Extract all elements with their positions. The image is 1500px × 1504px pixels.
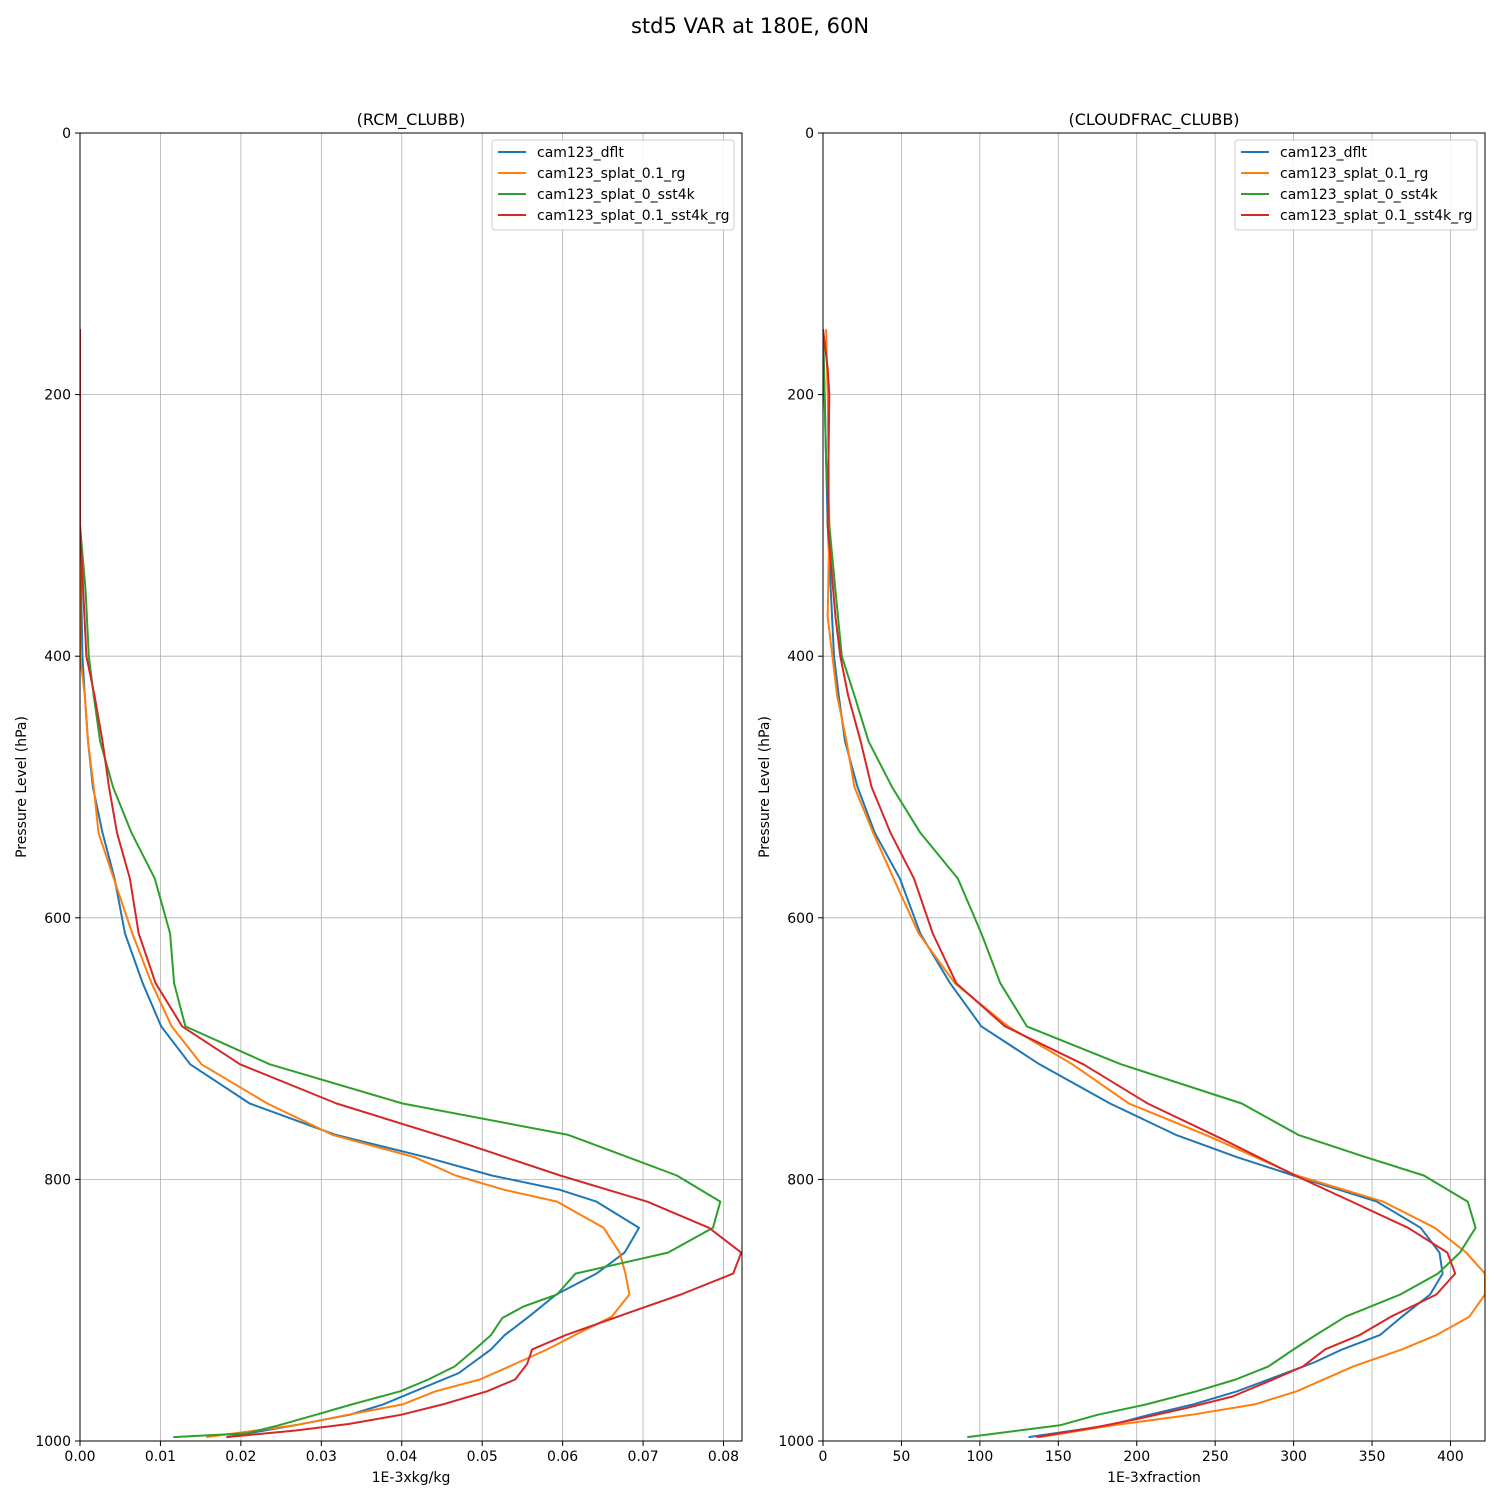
- chart-1-x-tick-label-4: 0.04: [386, 1449, 417, 1465]
- chart-1-y-axis-label: Pressure Level (hPa): [14, 716, 30, 858]
- chart-2-x-tick-label-8: 400: [1437, 1449, 1464, 1465]
- chart-2-legend-label-4: cam123_splat_0.1_sst4k_rg: [1280, 208, 1473, 224]
- chart-2-legend-label-1: cam123_dflt: [1280, 145, 1367, 161]
- chart-1-axes-frame: [79, 132, 743, 1442]
- chart-1-x-tick-label-7: 0.07: [627, 1449, 658, 1465]
- chart-2-x-tick-label-4: 200: [1123, 1449, 1150, 1465]
- chart-2-y-tick-label-4: 800: [787, 1172, 814, 1188]
- chart-1-legend-label-3: cam123_splat_0_sst4k: [537, 187, 696, 203]
- chart-1-legend: cam123_dflt cam123_splat_0.1_rg cam123_spl…: [491, 139, 735, 231]
- chart-1-x-tick-label-0: 0.00: [64, 1449, 95, 1465]
- chart-1-x-tick-label-6: 0.06: [547, 1449, 578, 1465]
- chart-2-y-tick-label-5: 1000: [778, 1434, 814, 1450]
- chart-1-x-tick-label-8: 0.08: [708, 1449, 739, 1465]
- chart-1-y-tick-label-3: 600: [44, 911, 71, 927]
- chart-2: 0 50 100 150 200 250 300 350 400 0 200 400 600 800 100…: [757, 110, 1486, 1486]
- chart-2-x-tick-label-0: 0: [819, 1449, 828, 1465]
- figure-title: std5 VAR at 180E, 60N: [630, 14, 870, 38]
- chart-2-x-tick-label-1: 50: [893, 1449, 911, 1465]
- chart-1-x-tick-label-3: 0.03: [306, 1449, 337, 1465]
- chart-2-y-axis-label: Pressure Level (hPa): [757, 716, 773, 858]
- chart-1-y-tick-label-1: 200: [44, 388, 71, 404]
- chart-2-legend-frame: [1234, 139, 1478, 231]
- chart-1-x-tick-label-1: 0.01: [145, 1449, 176, 1465]
- chart-2-x-tick-label-2: 100: [967, 1449, 994, 1465]
- chart-2-y-tick-label-2: 400: [787, 649, 814, 665]
- chart-2-x-tick-label-3: 150: [1045, 1449, 1072, 1465]
- chart-2-x-axis-label: 1E-3xfraction: [1107, 1470, 1201, 1486]
- chart-1-series-line-3: [80, 329, 722, 1439]
- chart-2-x-tick-label-7: 350: [1359, 1449, 1386, 1465]
- chart-2-y-tick-label-0: 0: [805, 126, 814, 142]
- chart-2-y-tick-label-1: 200: [787, 388, 814, 404]
- chart-2-legend-label-2: cam123_splat_0.1_rg: [1280, 166, 1428, 182]
- chart-1-y-tick-label-4: 800: [44, 1172, 71, 1188]
- chart-1-series-line-1: [80, 329, 640, 1439]
- chart-2-title: (CLOUDFRAC_CLUBB): [1068, 110, 1239, 130]
- chart-1-legend-label-2: cam123_splat_0.1_rg: [537, 166, 685, 182]
- chart-1: 0.00 0.01 0.02 0.03 0.04 0.05 0.06 0.07 0.08 0 200…: [14, 110, 743, 1486]
- chart-2-legend-label-3: cam123_splat_0_sst4k: [1280, 187, 1439, 203]
- chart-2-series-line-2: [825, 329, 1485, 1439]
- chart-1-series-line-2: [80, 329, 631, 1439]
- chart-2-axes-frame: [822, 132, 1486, 1442]
- chart-1-series-line-4: [80, 329, 742, 1439]
- chart-1-y-tick-label-2: 400: [44, 649, 71, 665]
- chart-1-x-tick-label-5: 0.05: [467, 1449, 498, 1465]
- chart-1-x-tick-label-2: 0.02: [225, 1449, 256, 1465]
- chart-2-legend: cam123_dflt cam123_splat_0.1_rg cam123_spl…: [1234, 139, 1478, 231]
- chart-2-series-line-4: [823, 329, 1457, 1439]
- chart-2-x-tick-label-5: 250: [1202, 1449, 1229, 1465]
- chart-1-legend-label-1: cam123_dflt: [537, 145, 624, 161]
- chart-2-x-tick-label-6: 300: [1280, 1449, 1307, 1465]
- chart-1-legend-label-4: cam123_splat_0.1_sst4k_rg: [537, 208, 730, 224]
- chart-1-y-tick-label-0: 0: [62, 126, 71, 142]
- chart-1-legend-frame: [491, 139, 735, 231]
- chart-2-y-tick-label-3: 600: [787, 911, 814, 927]
- chart-1-x-axis-label: 1E-3xkg/kg: [372, 1470, 451, 1486]
- chart-1-y-tick-label-5: 1000: [35, 1434, 71, 1450]
- chart-2-series-line-3: [823, 329, 1477, 1439]
- chart-1-title: (RCM_CLUBB): [357, 110, 466, 130]
